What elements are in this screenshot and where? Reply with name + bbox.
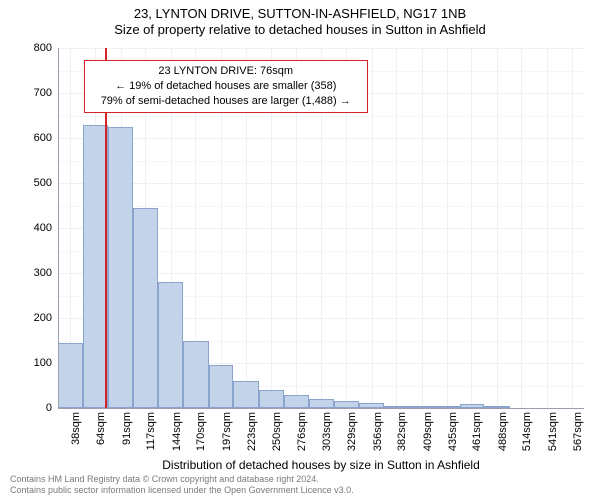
x-tick-label: 223sqm (246, 412, 258, 451)
x-tick-label: 303sqm (321, 412, 333, 451)
x-tick-label: 250sqm (271, 412, 283, 451)
histogram-bar (133, 208, 159, 408)
annotation-line-2: ← 19% of detached houses are smaller (35… (91, 79, 361, 94)
histogram-bar (334, 401, 360, 408)
y-tick-label: 0 (46, 402, 52, 414)
x-tick-label: 356sqm (372, 412, 384, 451)
plot-inner: 010020030040050060070080038sqm64sqm91sqm… (58, 48, 584, 408)
title-block: 23, LYNTON DRIVE, SUTTON-IN-ASHFIELD, NG… (0, 0, 600, 39)
footnote: Contains HM Land Registry data © Crown c… (10, 474, 354, 496)
annotation-box: 23 LYNTON DRIVE: 76sqm← 19% of detached … (84, 60, 368, 113)
histogram-bar (108, 127, 133, 408)
y-tick-label: 800 (34, 42, 52, 54)
gridline-v (547, 48, 548, 408)
x-tick-label: 514sqm (521, 412, 533, 451)
title-line-1: 23, LYNTON DRIVE, SUTTON-IN-ASHFIELD, NG… (0, 6, 600, 22)
gridline-v (521, 48, 522, 408)
y-tick-label: 600 (34, 132, 52, 144)
y-axis-line (58, 48, 59, 408)
x-tick-label: 170sqm (195, 412, 207, 451)
histogram-bar (284, 395, 310, 409)
gridline-v (422, 48, 423, 408)
gridline-v (447, 48, 448, 408)
histogram-bar (309, 399, 334, 408)
y-tick-label: 300 (34, 267, 52, 279)
x-axis-line (58, 408, 584, 409)
histogram-bar (209, 365, 234, 408)
x-tick-label: 541sqm (547, 412, 559, 451)
x-tick-label: 91sqm (121, 412, 133, 445)
plot-area: 010020030040050060070080038sqm64sqm91sqm… (58, 48, 584, 408)
histogram-bar (183, 341, 209, 409)
gridline-v (471, 48, 472, 408)
title-line-2: Size of property relative to detached ho… (0, 22, 600, 38)
x-tick-label: 567sqm (572, 412, 584, 451)
x-tick-label: 409sqm (422, 412, 434, 451)
histogram-bar (259, 390, 284, 408)
x-tick-label: 197sqm (221, 412, 233, 451)
x-axis-label: Distribution of detached houses by size … (58, 458, 584, 472)
x-tick-label: 382sqm (396, 412, 408, 451)
annotation-line-3: 79% of semi-detached houses are larger (… (91, 94, 361, 109)
gridline-v (396, 48, 397, 408)
y-tick-label: 700 (34, 87, 52, 99)
histogram-bar (158, 282, 183, 408)
x-tick-label: 329sqm (346, 412, 358, 451)
x-tick-label: 488sqm (497, 412, 509, 451)
x-tick-label: 461sqm (471, 412, 483, 451)
chart-container: 23, LYNTON DRIVE, SUTTON-IN-ASHFIELD, NG… (0, 0, 600, 500)
x-tick-label: 144sqm (171, 412, 183, 451)
x-tick-label: 435sqm (447, 412, 459, 451)
histogram-bar (233, 381, 259, 408)
histogram-bar (58, 343, 83, 408)
y-tick-label: 400 (34, 222, 52, 234)
y-tick-label: 200 (34, 312, 52, 324)
y-tick-label: 100 (34, 357, 52, 369)
x-tick-label: 276sqm (296, 412, 308, 451)
footnote-line-2: Contains public sector information licen… (10, 485, 354, 496)
annotation-line-1: 23 LYNTON DRIVE: 76sqm (91, 64, 361, 79)
footnote-line-1: Contains HM Land Registry data © Crown c… (10, 474, 354, 485)
gridline-v (572, 48, 573, 408)
x-tick-label: 117sqm (145, 412, 157, 450)
x-tick-label: 38sqm (70, 412, 82, 445)
x-tick-label: 64sqm (95, 412, 107, 445)
gridline-v (497, 48, 498, 408)
gridline-v (372, 48, 373, 408)
y-tick-label: 500 (34, 177, 52, 189)
